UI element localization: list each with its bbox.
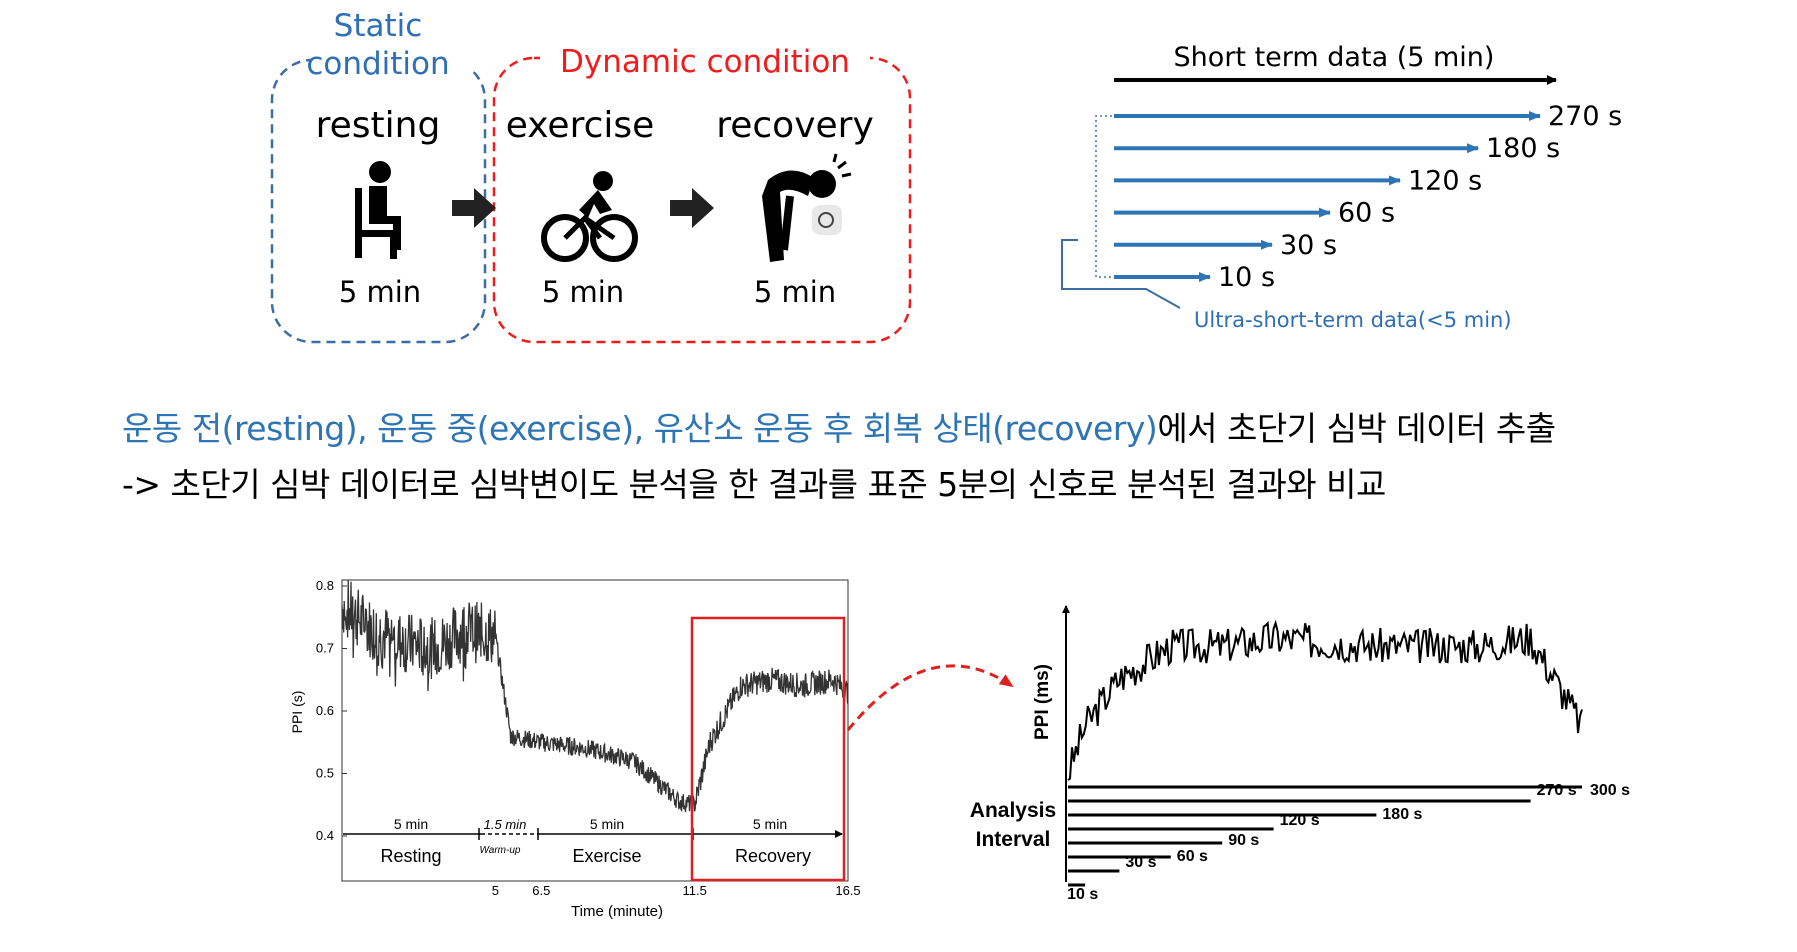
interval-label: 60 s	[1177, 848, 1208, 865]
zoom-arrow	[846, 664, 1014, 731]
arrow-icon	[670, 188, 714, 228]
static-label-line1: Static	[334, 8, 423, 44]
interval-label: 30 s	[1125, 854, 1156, 871]
x-axis-label: Time (minute)	[571, 903, 663, 920]
phase-recovery-label: Recovery	[735, 846, 811, 866]
ppi-signal-trace	[341, 580, 849, 814]
analysis-interval-chart: PPI (ms) Analysis Interval 300 s 270 s 180…	[970, 605, 1630, 903]
ppi-time-series-chart: 0.8 0.7 0.6 0.5 0.4 5 6.5 11.5 16.5 PPI (s) Tim…	[289, 578, 861, 920]
ultra-short-label: Ultra-short-term data(<5 min)	[1194, 308, 1512, 332]
sitting-person-icon	[355, 161, 401, 259]
stage-exercise-label: exercise	[506, 105, 655, 146]
description-line-1-highlight: 운동 전(resting), 운동 중(exercise), 유산소 운동 후 …	[122, 409, 1158, 448]
stage-exercise-duration: 5 min	[542, 275, 624, 309]
phase-exercise-label: Exercise	[572, 846, 641, 866]
y-tick-label: 0.5	[316, 766, 334, 781]
dynamic-label: Dynamic condition	[560, 44, 850, 80]
phase-resting-label: Resting	[380, 846, 441, 866]
y-tick-label: 0.8	[316, 578, 334, 593]
plot-frame	[341, 579, 849, 882]
cyclist-icon	[541, 171, 638, 262]
recovery-highlight-box	[690, 616, 846, 882]
x-tick-label: 5	[492, 883, 499, 898]
phase-recovery-duration: 5 min	[753, 816, 787, 832]
ultra-short-arrow-label: 60 s	[1338, 198, 1395, 229]
y-tick-label: 0.7	[316, 641, 334, 656]
phase-warmup-duration: 1.5 min	[484, 817, 527, 832]
interval-label: 180 s	[1382, 806, 1422, 823]
ultra-short-arrow-label: 10 s	[1218, 262, 1275, 293]
stage-recovery-duration: 5 min	[754, 275, 836, 309]
x-tick-label: 11.5	[682, 883, 706, 898]
static-label-line2: condition	[306, 46, 449, 82]
y-tick-label: 0.6	[316, 703, 334, 718]
zoom-ppi-trace	[1067, 619, 1583, 781]
stage-resting-label: resting	[316, 105, 441, 146]
recovery-person-icon	[762, 153, 852, 262]
interval-label: 120 s	[1280, 812, 1320, 829]
protocol-diagram: Static condition Dynamic condition resti…	[270, 8, 912, 344]
interval-label: 300 s	[1590, 782, 1630, 799]
interval-label: 270 s	[1537, 782, 1577, 799]
ultra-dotted-bracket	[1095, 115, 1112, 278]
short-term-label: Short term data (5 min)	[1174, 42, 1495, 73]
ultra-short-arrow-label: 180 s	[1486, 133, 1560, 164]
y-tick-label: 0.4	[316, 828, 334, 843]
y-axis-label: PPI (s)	[289, 691, 305, 734]
ultra-short-arrow-label: 270 s	[1548, 101, 1622, 132]
ultra-short-arrow-label: 120 s	[1408, 165, 1482, 196]
description-line-2: -> 초단기 심박 데이터로 심박변이도 분석을 한 결과를 표준 5분의 신호…	[122, 465, 1386, 504]
phase-warmup-label: Warm-up	[480, 845, 521, 856]
stage-resting-duration: 5 min	[339, 275, 421, 309]
phase-resting-duration: 5 min	[394, 816, 428, 832]
phase-exercise-duration: 5 min	[590, 816, 624, 832]
analysis-label-line2: Interval	[976, 828, 1051, 851]
x-tick-label: 16.5	[835, 883, 860, 898]
interval-label: 90 s	[1228, 832, 1259, 849]
description-line-1: 운동 전(resting), 운동 중(exercise), 유산소 운동 후 …	[122, 402, 1556, 450]
zoom-y-axis-label: PPI (ms)	[1032, 664, 1053, 740]
x-tick-label: 6.5	[532, 883, 550, 898]
arrow-icon	[452, 188, 496, 228]
ultra-short-arrow-label: 30 s	[1280, 230, 1337, 261]
analysis-label-line1: Analysis	[970, 799, 1056, 822]
ultra-bracket-connector	[1061, 239, 1181, 309]
interval-label: 10 s	[1067, 886, 1098, 903]
description-line-1-rest: 에서 초단기 심박 데이터 추출	[1157, 409, 1556, 448]
stage-recovery-label: recovery	[716, 105, 874, 146]
